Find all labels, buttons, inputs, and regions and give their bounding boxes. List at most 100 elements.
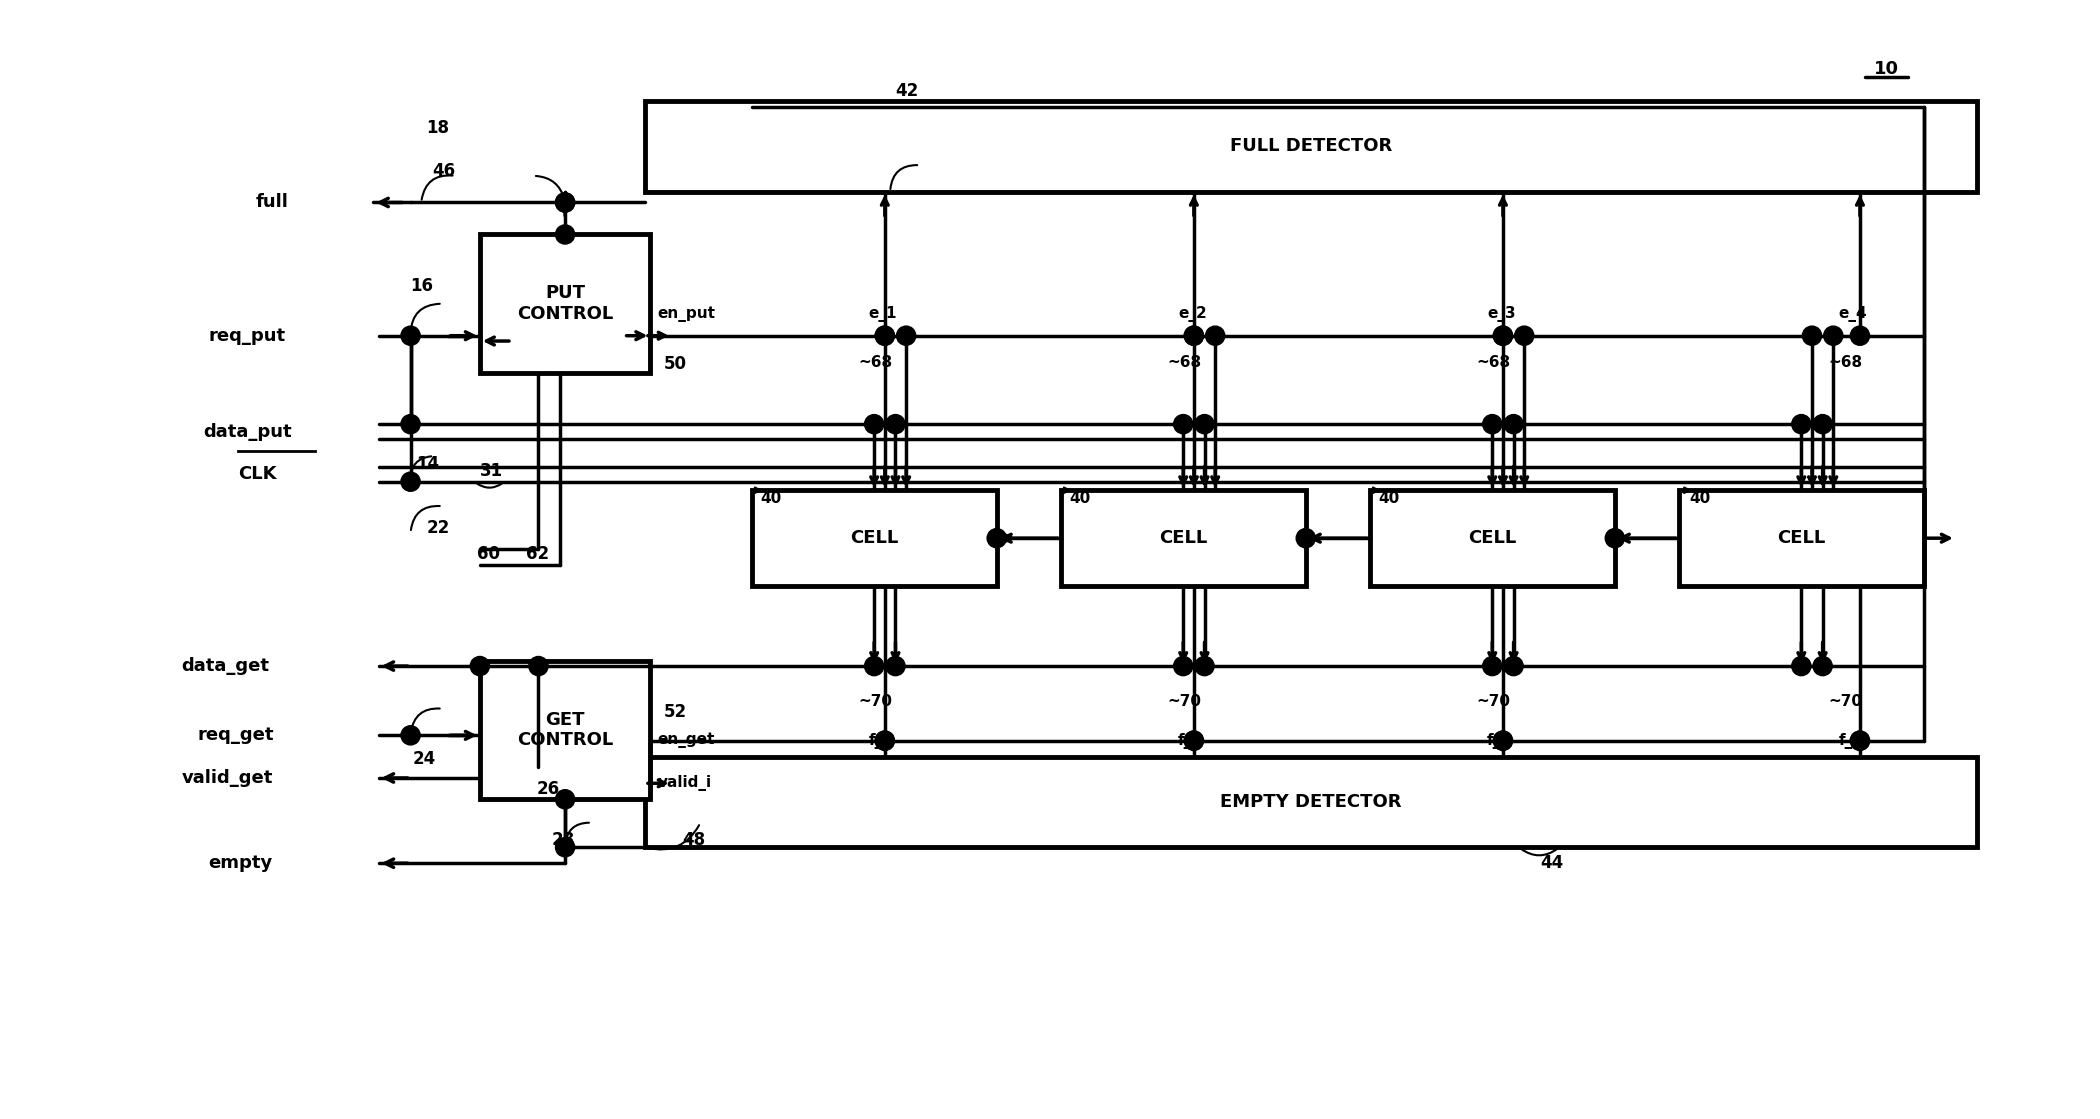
Text: 48: 48 <box>682 830 706 849</box>
FancyBboxPatch shape <box>1678 490 1924 586</box>
Text: PUT
CONTROL: PUT CONTROL <box>517 284 613 323</box>
Circle shape <box>470 657 489 676</box>
Circle shape <box>1514 326 1533 346</box>
Text: e_2: e_2 <box>1178 307 1208 322</box>
Text: data_get: data_get <box>181 657 269 675</box>
Text: full: full <box>256 194 290 211</box>
Circle shape <box>1812 657 1831 676</box>
Circle shape <box>401 726 420 745</box>
Text: 40: 40 <box>1069 491 1090 506</box>
Circle shape <box>1184 326 1203 346</box>
Circle shape <box>886 414 905 434</box>
Text: empty: empty <box>208 854 273 872</box>
Text: CELL: CELL <box>1777 529 1825 547</box>
Text: ~70: ~70 <box>859 694 892 708</box>
Circle shape <box>1504 414 1522 434</box>
Circle shape <box>1791 657 1810 676</box>
Text: e_1: e_1 <box>869 307 897 322</box>
Text: 40: 40 <box>1688 491 1711 506</box>
Text: en_get: en_get <box>657 733 716 749</box>
Text: 40: 40 <box>1378 491 1399 506</box>
Circle shape <box>1296 528 1315 548</box>
Circle shape <box>886 657 905 676</box>
Circle shape <box>876 326 895 346</box>
FancyBboxPatch shape <box>479 660 651 799</box>
Circle shape <box>1184 731 1203 750</box>
Circle shape <box>865 414 884 434</box>
Text: GET
CONTROL: GET CONTROL <box>517 711 613 750</box>
Circle shape <box>1205 326 1224 346</box>
Circle shape <box>1604 528 1625 548</box>
Text: valid_i: valid_i <box>657 775 712 791</box>
FancyBboxPatch shape <box>645 756 1978 847</box>
Text: 44: 44 <box>1539 854 1564 872</box>
Circle shape <box>1493 326 1512 346</box>
Circle shape <box>1850 731 1869 750</box>
Text: ~68: ~68 <box>1476 355 1510 370</box>
Text: e_4: e_4 <box>1840 307 1867 322</box>
FancyBboxPatch shape <box>645 101 1978 191</box>
Text: 10: 10 <box>1873 60 1898 78</box>
Text: 60: 60 <box>477 545 500 563</box>
Circle shape <box>876 326 895 346</box>
Circle shape <box>556 225 575 244</box>
Text: CLK: CLK <box>237 466 277 483</box>
Circle shape <box>401 326 420 346</box>
Circle shape <box>556 192 575 213</box>
Text: CELL: CELL <box>1159 529 1207 547</box>
Circle shape <box>1791 414 1810 434</box>
Text: 31: 31 <box>479 462 504 480</box>
Circle shape <box>876 731 895 750</box>
Circle shape <box>1504 657 1522 676</box>
Circle shape <box>1174 414 1193 434</box>
Text: f_4: f_4 <box>1840 733 1863 749</box>
Text: 16: 16 <box>412 276 433 294</box>
Text: 40: 40 <box>760 491 781 506</box>
Text: 52: 52 <box>664 703 687 721</box>
Text: f_1: f_1 <box>869 733 895 749</box>
Text: FULL DETECTOR: FULL DETECTOR <box>1231 137 1392 156</box>
Text: 50: 50 <box>664 356 687 374</box>
Circle shape <box>1184 731 1203 750</box>
Text: f_2: f_2 <box>1178 733 1203 749</box>
Circle shape <box>529 657 548 676</box>
Text: CELL: CELL <box>1468 529 1516 547</box>
Text: CELL: CELL <box>850 529 899 547</box>
Text: 18: 18 <box>426 119 449 137</box>
Circle shape <box>1802 326 1821 346</box>
Text: ~70: ~70 <box>1476 694 1510 708</box>
Text: ~70: ~70 <box>1168 694 1201 708</box>
Circle shape <box>1493 326 1512 346</box>
Circle shape <box>556 838 575 857</box>
Text: 22: 22 <box>426 518 449 536</box>
Circle shape <box>1195 657 1214 676</box>
Circle shape <box>1493 731 1512 750</box>
Circle shape <box>1850 326 1869 346</box>
Text: data_put: data_put <box>204 423 292 441</box>
Text: 46: 46 <box>433 161 456 179</box>
Circle shape <box>1493 731 1512 750</box>
Text: req_put: req_put <box>208 327 286 345</box>
Text: ~68: ~68 <box>1168 355 1201 370</box>
Text: 24: 24 <box>414 750 437 768</box>
Circle shape <box>987 528 1006 548</box>
FancyBboxPatch shape <box>1369 490 1615 586</box>
Text: ~68: ~68 <box>859 355 892 370</box>
Text: en_put: en_put <box>657 307 716 322</box>
FancyBboxPatch shape <box>479 235 651 373</box>
FancyBboxPatch shape <box>752 490 998 586</box>
Text: e_3: e_3 <box>1487 307 1516 322</box>
Circle shape <box>1823 326 1844 346</box>
Text: valid_get: valid_get <box>181 769 273 787</box>
Circle shape <box>556 192 575 213</box>
Circle shape <box>401 414 420 434</box>
Circle shape <box>1195 414 1214 434</box>
Text: 28: 28 <box>550 830 575 849</box>
FancyBboxPatch shape <box>1060 490 1306 586</box>
Circle shape <box>1174 657 1193 676</box>
Circle shape <box>865 657 884 676</box>
Text: 42: 42 <box>895 82 918 100</box>
Circle shape <box>897 326 916 346</box>
Text: 62: 62 <box>525 545 548 563</box>
Circle shape <box>1483 657 1502 676</box>
